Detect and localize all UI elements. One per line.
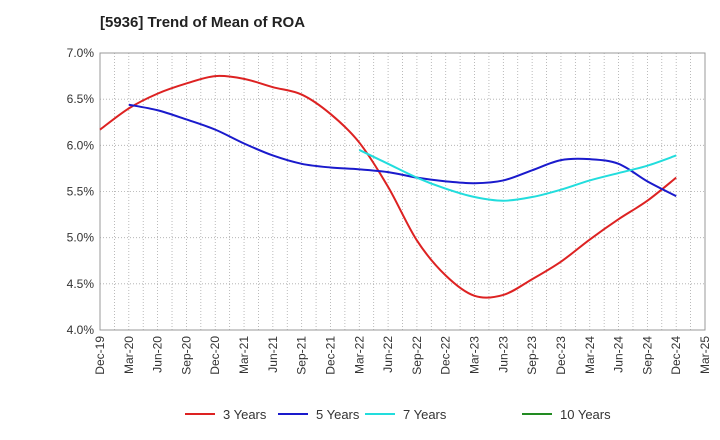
data-point-7-years [357, 148, 361, 152]
data-point-3-years [328, 112, 332, 116]
data-point-7-years [674, 153, 678, 157]
data-point-3-years [156, 92, 160, 96]
data-point-7-years [501, 199, 505, 203]
data-point-3-years [213, 74, 217, 78]
x-tick-label: Dec-23 [554, 336, 568, 375]
x-tick-label: Jun-22 [381, 336, 395, 373]
x-tick-label: Jun-20 [151, 336, 165, 373]
plot-border [99, 52, 706, 331]
x-tick-label: Dec-24 [669, 336, 683, 375]
data-point-7-years [415, 176, 419, 180]
data-point-5-years [184, 117, 188, 121]
x-tick-label: Jun-23 [496, 336, 510, 373]
data-point-3-years [184, 81, 188, 85]
data-point-7-years [530, 195, 534, 199]
y-tick-label: 4.5% [67, 277, 95, 291]
data-point-3-years [357, 141, 361, 145]
data-point-5-years [357, 167, 361, 171]
x-tick-label: Jun-24 [612, 336, 626, 373]
series-line-3-years [99, 74, 677, 299]
data-point-7-years [645, 164, 649, 168]
data-point-5-years [645, 179, 649, 183]
data-point-3-years [674, 176, 678, 180]
data-point-5-years [300, 162, 304, 166]
data-point-3-years [386, 185, 390, 189]
y-tick-label: 6.5% [67, 92, 95, 106]
x-tick-label: Dec-21 [323, 336, 337, 375]
data-point-3-years [588, 238, 592, 242]
x-tick-label: Mar-22 [352, 336, 366, 374]
data-point-5-years [386, 170, 390, 174]
data-point-5-years [530, 168, 534, 172]
data-point-3-years [559, 260, 563, 264]
data-point-3-years [617, 217, 621, 221]
x-tick-label: Dec-20 [208, 336, 222, 375]
data-point-7-years [559, 188, 563, 192]
y-tick-label: 7.0% [67, 46, 95, 60]
x-tick-label: Mar-23 [468, 336, 482, 374]
chart-title: [5936] Trend of Mean of ROA [100, 14, 306, 31]
x-tick-label: Mar-24 [583, 336, 597, 374]
x-tick-label: Mar-25 [698, 336, 712, 374]
data-point-5-years [588, 157, 592, 161]
x-tick-label: Sep-22 [410, 336, 424, 375]
data-point-3-years [98, 128, 102, 132]
data-point-5-years [213, 128, 217, 132]
x-tick-label: Dec-22 [439, 336, 453, 375]
data-point-3-years [415, 238, 419, 242]
series-layer [98, 74, 678, 299]
data-point-5-years [617, 162, 621, 166]
data-point-3-years [501, 293, 505, 297]
data-point-5-years [501, 178, 505, 182]
data-point-5-years [473, 181, 477, 185]
data-point-3-years [444, 274, 448, 278]
x-tick-label: Jun-21 [266, 336, 280, 373]
x-tick-label: Sep-24 [640, 336, 654, 375]
data-point-3-years [242, 77, 246, 81]
data-point-7-years [617, 171, 621, 175]
data-point-7-years [588, 178, 592, 182]
data-point-5-years [328, 165, 332, 169]
data-point-7-years [444, 187, 448, 191]
data-point-3-years [530, 277, 534, 281]
series-line-5-years [128, 103, 677, 198]
x-tick-label: Mar-20 [122, 336, 136, 374]
data-point-5-years [127, 103, 131, 107]
x-tick-label: Sep-23 [525, 336, 539, 375]
y-tick-label: 4.0% [67, 323, 95, 337]
data-point-3-years [300, 93, 304, 97]
x-tick-label: Sep-20 [179, 336, 193, 375]
data-point-3-years [473, 294, 477, 298]
data-point-5-years [242, 141, 246, 145]
y-tick-label: 5.0% [67, 231, 95, 245]
data-point-3-years [271, 85, 275, 89]
data-point-7-years [386, 162, 390, 166]
legend-label-10-years: 10 Years [560, 407, 611, 422]
y-tick-label: 6.0% [67, 138, 95, 152]
data-point-5-years [271, 153, 275, 157]
y-tick-label: 5.5% [67, 185, 95, 199]
legend: 3 Years 5 Years 7 Years 10 Years [185, 407, 611, 422]
x-tick-label: Mar-21 [237, 336, 251, 374]
data-point-5-years [156, 108, 160, 112]
grid-layer [99, 52, 706, 331]
x-tick-label: Dec-19 [93, 336, 107, 375]
data-point-7-years [473, 195, 477, 199]
series-line-7-years [358, 149, 677, 202]
data-point-3-years [645, 199, 649, 203]
data-point-5-years [559, 158, 563, 162]
legend-label-5-years: 5 Years [316, 407, 360, 422]
axes-layer: 4.0% 4.5% 5.0% 5.5% 6.0% 6.5% 7.0% Dec-19 Mar-20… [67, 46, 712, 375]
data-point-5-years [674, 194, 678, 198]
data-point-3-years [127, 106, 131, 110]
x-tick-label: Sep-21 [295, 336, 309, 375]
legend-label-3-years: 3 Years [223, 407, 267, 422]
legend-label-7-years: 7 Years [403, 407, 447, 422]
data-point-5-years [444, 179, 448, 183]
